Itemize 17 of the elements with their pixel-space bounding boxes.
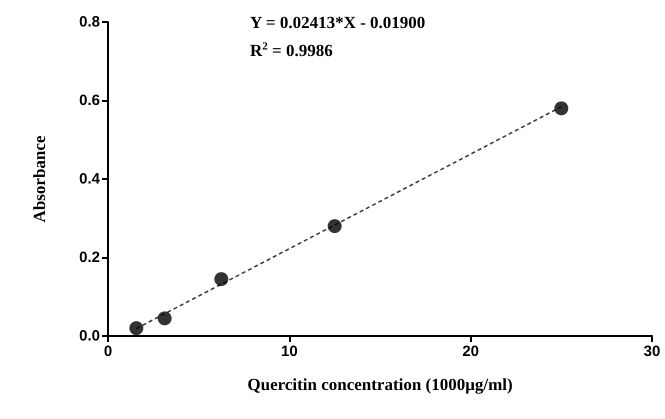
point — [328, 219, 342, 234]
y-axis-title: Absorbance — [30, 135, 49, 222]
y-tick-label: 0.2 — [79, 249, 100, 266]
x-axis-title: Quercitin concentration (1000μg/ml) — [247, 375, 513, 394]
point — [554, 101, 568, 116]
point — [129, 321, 144, 336]
x-tick-label: 0 — [104, 343, 112, 360]
y-tick-label: 0.4 — [79, 170, 101, 188]
y-tick-label: 0.8 — [79, 14, 100, 30]
x-tick-label: 30 — [644, 343, 660, 360]
x-tick-label: 10 — [280, 343, 298, 360]
point — [158, 311, 172, 326]
y-tick-label: 0.0 — [79, 328, 100, 344]
annotation: Y = 0.02413*X - 0.01900 — [250, 13, 426, 32]
point — [214, 272, 228, 286]
x-tick-label: 20 — [462, 343, 480, 360]
y-tick-label: 0.6 — [79, 92, 100, 109]
